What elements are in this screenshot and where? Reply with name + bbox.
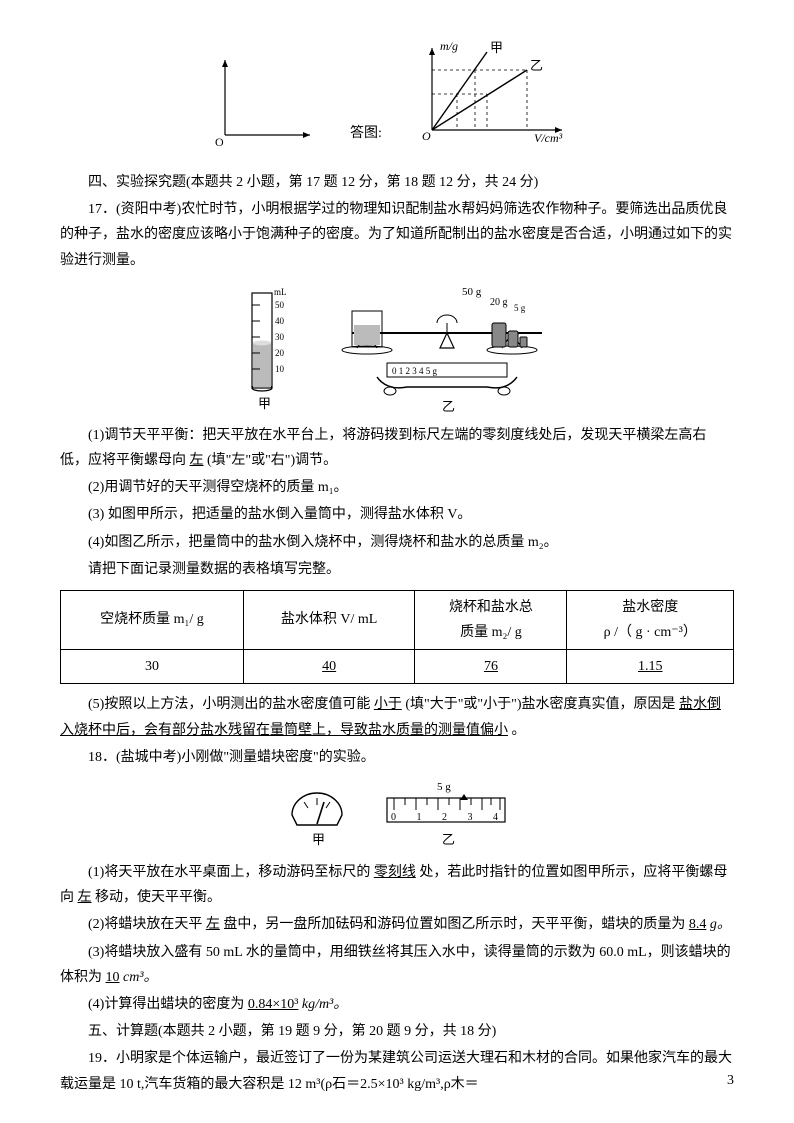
figure-row-q18: 甲 5 g 0 1 2 3 4 5g 乙 bbox=[60, 780, 734, 850]
q18-s3: (3)将蜡块放入盛有 50 mL 水的量筒中，用细铁丝将其压入水中，读得量筒的示… bbox=[60, 940, 734, 990]
q17-ans5a: 小于 bbox=[374, 697, 402, 712]
q17-step2: (2)用调节好的天平测得空烧杯的质量 m₁。 bbox=[60, 475, 734, 500]
svg-text:30: 30 bbox=[275, 332, 285, 342]
ruler-caption: 乙 bbox=[442, 832, 455, 847]
figure-row-graphs: O 答图: O m/g V/cm³ 甲 乙 bbox=[60, 40, 734, 150]
q17-step4: (4)如图乙所示，把量筒中的盐水倒入烧杯中，测得烧杯和盐水的总质量 m₂。 bbox=[60, 530, 734, 555]
line-jia-label: 甲 bbox=[490, 40, 503, 55]
q18-stem: 18．(盐城中考)小刚做"测量蜡块密度"的实验。 bbox=[60, 745, 734, 770]
pointer-dial-figure: 甲 bbox=[282, 780, 352, 850]
table-col4: 盐水密度 ρ /（ g · cm⁻³） bbox=[567, 590, 734, 649]
x-axis-label: V/cm³ bbox=[534, 131, 563, 145]
q17-ans1: 左 bbox=[190, 453, 204, 468]
rider-ruler-figure: 5 g 0 1 2 3 4 5g 乙 bbox=[382, 780, 512, 850]
q18-s2: (2)将蜡块放在天平 左 盘中，另一盘所加砝码和游码位置如图乙所示时，天平平衡，… bbox=[60, 912, 734, 937]
svg-text:10: 10 bbox=[275, 364, 285, 374]
q17-stem: 17．(资阳中考)农忙时节，小明根据学过的物理知识配制盐水帮妈妈筛选农作物种子。… bbox=[60, 197, 734, 273]
cylinder-figure: 50 40 30 20 10 mL 甲 bbox=[232, 283, 292, 413]
axis-origin-label-2: O bbox=[422, 129, 431, 143]
q19-stem: 19．小明家是个体运输户，最近签订了一份为某建筑公司运送大理石和木材的合同。如果… bbox=[60, 1046, 734, 1096]
dial-caption: 甲 bbox=[312, 832, 325, 847]
section4-title: 四、实验探究题(本题共 2 小题，第 17 题 12 分，第 18 题 12 分… bbox=[60, 170, 734, 195]
page-number: 3 bbox=[727, 1068, 734, 1093]
q17-step3: (3) 如图甲所示，把适量的盐水倒入量筒中，测得盐水体积 V。 bbox=[60, 502, 734, 527]
answer-graph-figure: O m/g V/cm³ 甲 乙 bbox=[412, 40, 572, 150]
page: O 答图: O m/g V/cm³ 甲 乙 四、实验探究题( bbox=[0, 0, 794, 1123]
y-axis-label: m/g bbox=[440, 40, 458, 53]
answer-graph-label: 答图: bbox=[350, 121, 382, 146]
balance-figure: 50 g 20 g 5 g bbox=[332, 283, 562, 413]
q17-step4b: 请把下面记录测量数据的表格填写完整。 bbox=[60, 557, 734, 582]
table-col2: 盐水体积 V/ mL bbox=[243, 590, 415, 649]
svg-text:5 g: 5 g bbox=[437, 781, 451, 793]
svg-text:0 1 2 3 4 5 g: 0 1 2 3 4 5 g bbox=[392, 366, 438, 376]
svg-text:5 g: 5 g bbox=[514, 303, 526, 313]
blank-axes-figure: O bbox=[210, 50, 320, 150]
measurement-table: 空烧杯质量 m₁/ g 盐水体积 V/ mL 烧杯和盐水总 质量 m₂/ g 盐… bbox=[60, 590, 734, 685]
q18-s4: (4)计算得出蜡块的密度为 0.84×10³ kg/m³。 bbox=[60, 992, 734, 1017]
q17-step5: (5)按照以上方法，小明测出的盐水密度值可能 小于 (填"大于"或"小于")盐水… bbox=[60, 692, 734, 742]
svg-text:mL: mL bbox=[274, 287, 287, 297]
svg-text:20 g: 20 g bbox=[490, 297, 508, 308]
cylinder-caption: 甲 bbox=[258, 396, 271, 411]
axis-origin-label: O bbox=[215, 135, 224, 149]
svg-text:40: 40 bbox=[275, 316, 285, 326]
table-col1: 空烧杯质量 m₁/ g bbox=[61, 590, 244, 649]
svg-text:50 g: 50 g bbox=[462, 286, 482, 298]
balance-caption: 乙 bbox=[442, 399, 455, 413]
q17-step1: (1)调节天平平衡：把天平放在水平台上，将游码拨到标尺左端的零刻度线处后，发现天… bbox=[60, 423, 734, 473]
figure-row-apparatus: 50 40 30 20 10 mL 甲 50 g 20 g 5 g bbox=[60, 283, 734, 413]
q18-s1: (1)将天平放在水平桌面上，移动游码至标尺的 零刻线 处，若此时指针的位置如图甲… bbox=[60, 860, 734, 910]
section5-title: 五、计算题(本题共 2 小题，第 19 题 9 分，第 20 题 9 分，共 1… bbox=[60, 1019, 734, 1044]
line-yi-label: 乙 bbox=[530, 58, 543, 73]
table-row: 30 40 76 1.15 bbox=[61, 650, 734, 684]
table-col3: 烧杯和盐水总 质量 m₂/ g bbox=[415, 590, 567, 649]
svg-text:20: 20 bbox=[275, 348, 285, 358]
svg-text:50: 50 bbox=[275, 300, 285, 310]
svg-text:0 1 2 3 4 5g: 0 1 2 3 4 5g bbox=[391, 812, 512, 823]
